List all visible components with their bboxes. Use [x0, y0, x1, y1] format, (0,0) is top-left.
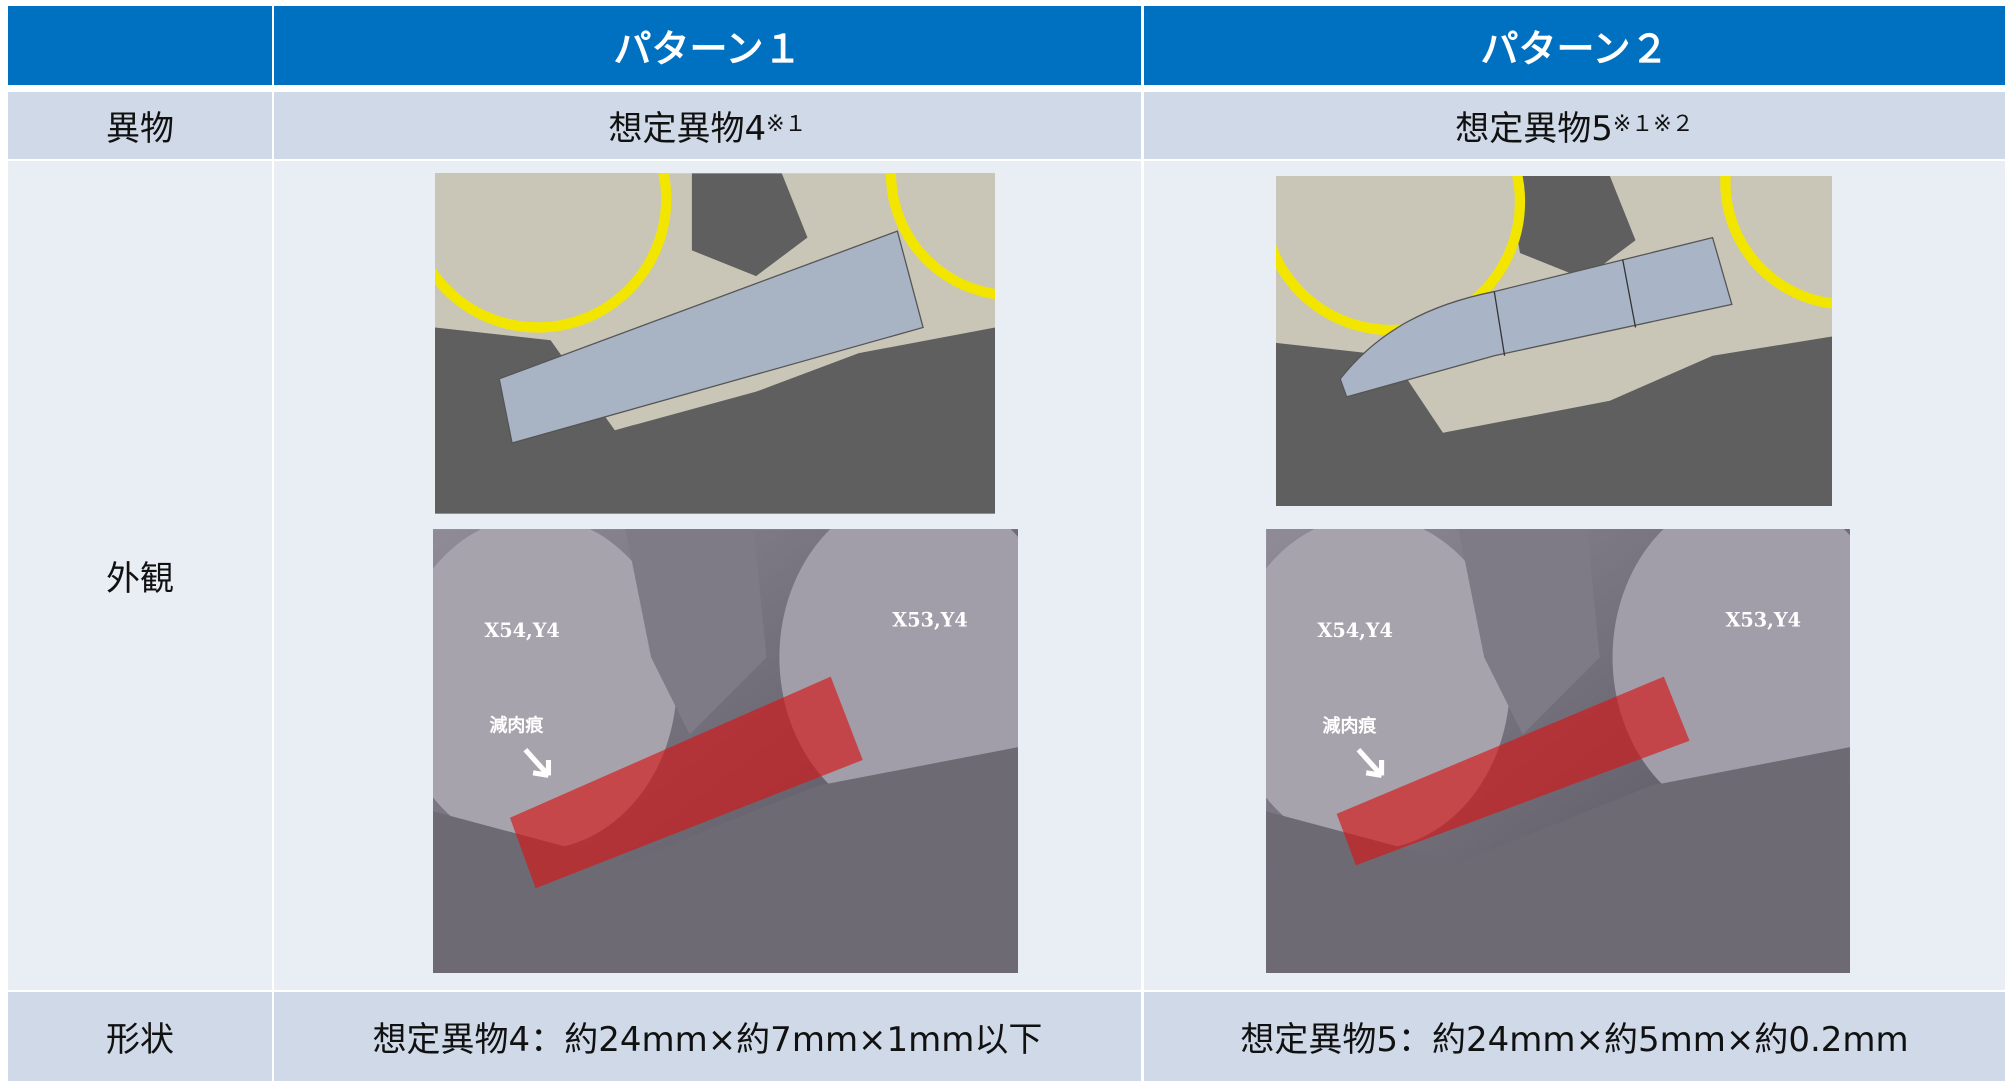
cad-image [435, 173, 995, 514]
photo-label: X54,Y4 [484, 619, 560, 642]
cell-text: 想定異物4 [608, 109, 767, 149]
photo-label: X53,Y4 [892, 609, 968, 632]
cell: 想定異物4 ※１ [274, 92, 1141, 159]
note: ※１※２ [1612, 111, 1694, 137]
photo-label: X54,Y4 [1317, 619, 1393, 642]
row-label: 形状 [8, 992, 272, 1081]
photo: X54,Y4 X53,Y4 減肉痕 [433, 529, 1018, 973]
header-corner [8, 6, 272, 85]
photo-label: 減肉痕 [489, 715, 544, 737]
row-label: 外観 [8, 161, 272, 990]
row-label: 異物 [8, 92, 272, 159]
photo: X54,Y4 X53,Y4 減肉痕 [1266, 529, 1850, 973]
cad-image [1276, 176, 1832, 506]
header-cell: パターン１ [274, 6, 1141, 85]
cell: 想定異物4：約24mm×約7mm×1mm以下 [274, 992, 1141, 1081]
cell: 想定異物5 ※１※２ [1144, 92, 2005, 159]
cell: 想定異物5：約24mm×約5mm×約0.2mm [1144, 992, 2005, 1081]
note: ※１ [766, 111, 807, 137]
photo-label: 減肉痕 [1323, 715, 1378, 737]
photo-label: X53,Y4 [1725, 609, 1801, 632]
header-cell: パターン２ [1144, 6, 2005, 85]
cell-text: 想定異物5 [1455, 109, 1613, 149]
